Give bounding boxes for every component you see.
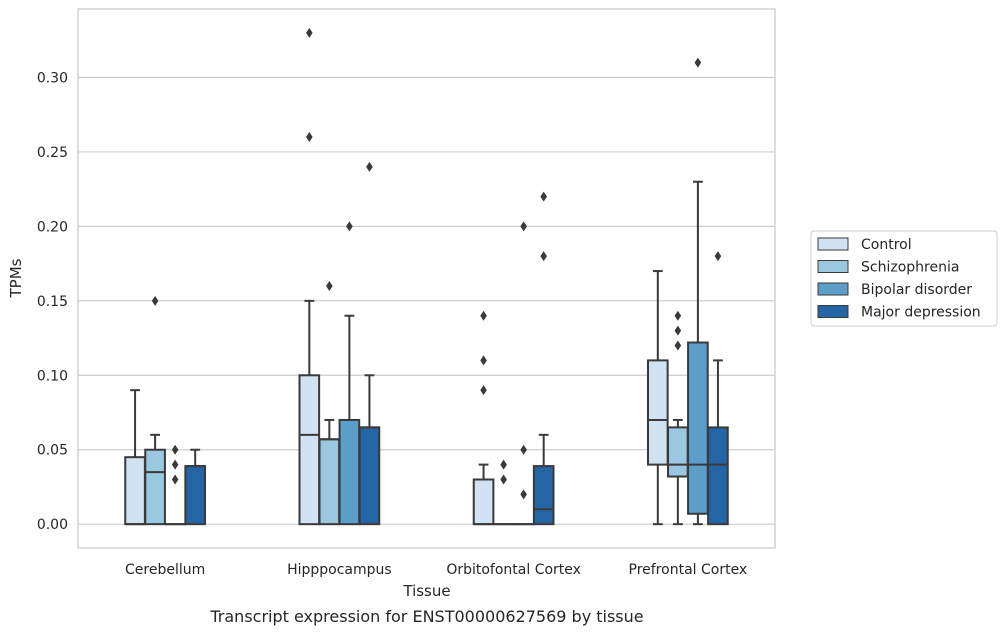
box-major-depression-cerebellum: [184, 448, 207, 526]
y-tick-label: 0.10: [37, 368, 68, 384]
y-tick-label: 0.15: [37, 294, 68, 310]
legend-label: Major depression: [861, 305, 981, 321]
box-body: [667, 426, 689, 478]
outlier-point: [171, 444, 179, 455]
outlier-point: [500, 459, 507, 470]
outlier-point: [520, 489, 527, 500]
outlier-point: [171, 474, 179, 485]
legend-swatch: [817, 260, 849, 273]
outlier-point: [306, 132, 313, 143]
box-major-depression-orbitofontal-cortex: [532, 191, 555, 526]
outlier-point: [520, 221, 527, 232]
outlier-point: [540, 191, 547, 202]
box-major-depression-prefrontal-cortex: [707, 251, 729, 526]
y-tick-label: 0.05: [37, 443, 68, 459]
legend-frame: [810, 230, 998, 327]
x-tick-label: Prefrontal Cortex: [629, 562, 748, 578]
outlier-point: [540, 251, 547, 262]
legend-swatch: [817, 237, 849, 251]
y-tick-label: 0.30: [37, 70, 68, 86]
box-body: [184, 465, 207, 526]
x-axis-label: Tissue: [402, 582, 450, 600]
outlier-point: [674, 310, 682, 321]
box-body: [144, 448, 166, 526]
legend-item: Major depression: [817, 305, 981, 321]
box-body: [472, 478, 495, 526]
outlier-point: [674, 340, 682, 351]
outlier-point: [480, 355, 487, 366]
box-control-prefrontal-cortex: [646, 270, 669, 526]
box-major-depression-hipppocampus: [358, 161, 381, 526]
box-body: [358, 426, 381, 526]
legend-item: Bipolar disorder: [817, 282, 972, 298]
x-tick-label: Orbitofontal Cortex: [446, 562, 581, 578]
outlier-point: [171, 459, 179, 470]
outlier-point: [674, 325, 682, 336]
y-tick-label: 0.20: [37, 219, 68, 235]
box-body: [124, 456, 146, 526]
x-tick-label: Hipppocampus: [287, 562, 392, 578]
legend-swatch: [817, 282, 849, 296]
outlier-point: [366, 161, 373, 172]
box-bipolar-disorder-cerebellum: [164, 444, 186, 526]
box-body: [338, 418, 361, 526]
outlier-point: [326, 280, 333, 291]
outlier-point: [480, 310, 487, 321]
x-tick-label: Cerebellum: [125, 562, 205, 578]
plot-frame: [77, 8, 776, 549]
box-control-orbitofontal-cortex: [472, 310, 495, 526]
legend-label: Bipolar disorder: [861, 282, 972, 298]
box-body: [687, 341, 709, 515]
box-body: [298, 374, 321, 526]
box-schizophrenia-prefrontal-cortex: [667, 310, 689, 526]
y-axis-label: TPMs: [7, 258, 25, 298]
y-axis-ticks: 0.00 0.05 0.10 0.15 0.20 0.25 0.30: [37, 70, 68, 533]
legend-label: Control: [861, 237, 912, 253]
legend-swatch: [817, 305, 849, 318]
outlier-point: [480, 385, 487, 396]
legend-item: Schizophrenia: [817, 260, 959, 276]
box-body: [646, 359, 669, 466]
box-body: [707, 426, 729, 526]
outlier-point: [346, 221, 353, 232]
y-tick-label: 0.25: [37, 145, 68, 161]
outlier-point: [500, 474, 507, 485]
outlier-point: [151, 295, 159, 306]
chart-caption: Transcript expression for ENST0000062756…: [209, 607, 643, 626]
outlier-point: [520, 444, 527, 455]
x-axis-ticks: Cerebellum Hipppocampus Orbitofontal Corte…: [125, 562, 747, 578]
legend-label: Schizophrenia: [861, 260, 959, 276]
box-schizophrenia-cerebellum: [144, 295, 166, 526]
outlier-point: [694, 57, 702, 68]
box-control-cerebellum: [124, 389, 146, 526]
legend: Control Schizophrenia Bipolar disorder Majo…: [810, 230, 998, 327]
box-groups: [124, 27, 729, 526]
legend-item: Control: [817, 237, 912, 253]
y-tick-label: 0.00: [37, 517, 68, 533]
outlier-point: [306, 27, 313, 38]
outlier-point: [714, 251, 722, 262]
box-body: [532, 465, 555, 526]
box-bipolar-disorder-hipppocampus: [338, 221, 361, 526]
box-body: [318, 438, 341, 526]
